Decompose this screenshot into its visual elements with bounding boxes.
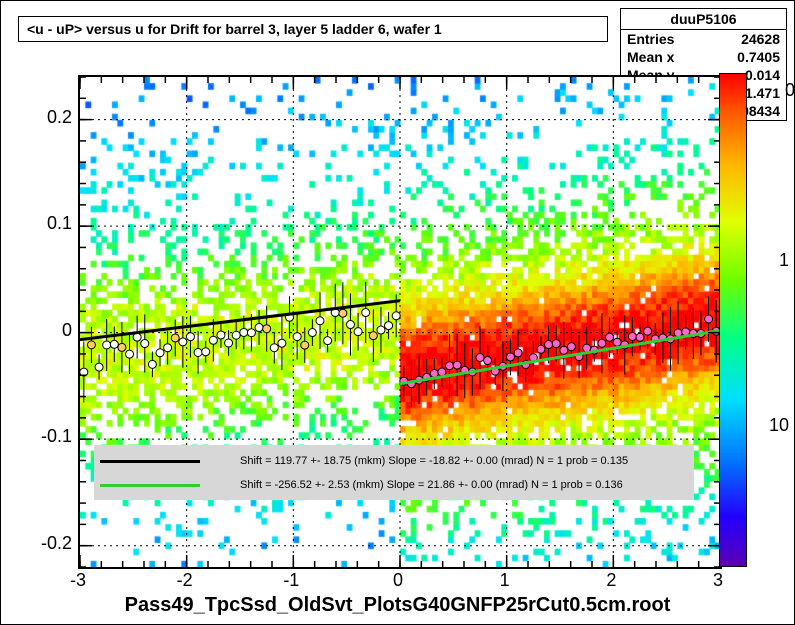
fit-legend-row-1: Shift = -256.52 +- 2.53 (mkm) Slope = 21… [100,473,688,497]
x-tick-label: 0 [378,570,418,591]
fit-text-0: Shift = 119.77 +- 18.75 (mkm) Slope = -1… [240,455,628,467]
y-tick-label: 0.1 [12,213,72,234]
y-tick-label: 0.2 [12,107,72,128]
colorbar-tick-label: 1 [749,250,789,271]
fit-swatch-0 [100,460,200,463]
x-tick-label: -1 [271,570,311,591]
stats-row: Mean x0.7405 [621,48,786,66]
fit-swatch-1 [100,484,200,487]
colorbar-tick-label: 10 [749,415,789,436]
fit-text-1: Shift = -256.52 +- 2.53 (mkm) Slope = 21… [240,479,623,491]
colorbar [719,73,747,567]
y-tick-label: -0.1 [12,426,72,447]
stats-name: duuP5106 [621,9,786,30]
y-tick-label: 0 [12,320,72,341]
stats-row: Entries24628 [621,30,786,48]
fit-legend-row-0: Shift = 119.77 +- 18.75 (mkm) Slope = -1… [100,449,688,473]
x-axis-title: Pass49_TpcSsd_OldSvt_PlotsG40GNFP25rCut0… [0,594,795,617]
plot-title: <u - uP> versus u for Drift for barrel 3… [18,16,608,42]
x-tick-label: 1 [485,570,525,591]
x-tick-label: -3 [58,570,98,591]
y-tick-label: -0.2 [12,533,72,554]
x-tick-label: 2 [591,570,631,591]
x-tick-label: 3 [698,570,738,591]
x-tick-label: -2 [165,570,205,591]
fit-legend: Shift = 119.77 +- 18.75 (mkm) Slope = -1… [94,445,694,500]
z-overflow-label: 0 [785,80,795,101]
